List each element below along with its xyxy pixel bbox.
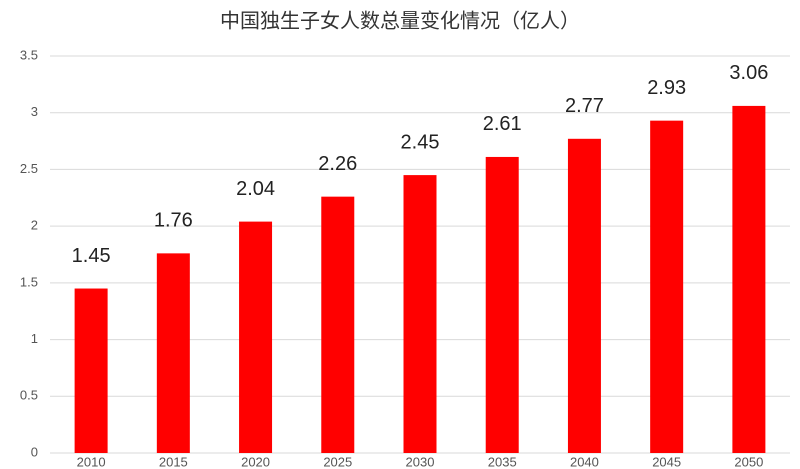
x-tick-label: 2010 (77, 454, 106, 469)
x-tick-label: 2045 (652, 454, 681, 469)
value-label: 3.06 (729, 62, 768, 84)
x-tick-label: 2025 (323, 454, 352, 469)
bar (485, 156, 519, 454)
bar (156, 253, 190, 453)
x-tick-label: 2020 (241, 454, 270, 469)
x-tick-label: 2030 (406, 454, 435, 469)
y-tick-label: 1 (31, 331, 38, 346)
value-label: 2.45 (401, 131, 440, 153)
bar (74, 288, 108, 453)
y-tick-label: 3.5 (20, 47, 38, 62)
y-tick-label: 2 (31, 218, 38, 233)
chart-title: 中国独生子女人数总量变化情况（亿人） (220, 9, 580, 32)
x-tick-label: 2015 (159, 454, 188, 469)
y-tick-label: 2.5 (20, 161, 38, 176)
x-tick-label: 2040 (570, 454, 599, 469)
value-label: 2.04 (236, 178, 275, 200)
x-tick-label: 2050 (734, 454, 763, 469)
bar (732, 105, 766, 453)
value-label: 2.26 (318, 153, 357, 175)
y-tick-label: 0.5 (20, 388, 38, 403)
value-label: 2.93 (647, 77, 686, 99)
value-label: 2.61 (483, 113, 522, 135)
bar (239, 221, 273, 453)
bar (321, 196, 355, 453)
value-label: 2.77 (565, 95, 604, 117)
value-label: 1.76 (154, 210, 193, 232)
bar (567, 138, 601, 453)
y-tick-label: 0 (31, 444, 38, 459)
y-tick-label: 1.5 (20, 274, 38, 289)
x-tick-label: 2035 (488, 454, 517, 469)
value-label: 1.45 (72, 245, 111, 267)
y-tick-label: 3 (31, 104, 38, 119)
bar (403, 175, 437, 453)
bar (650, 120, 684, 453)
